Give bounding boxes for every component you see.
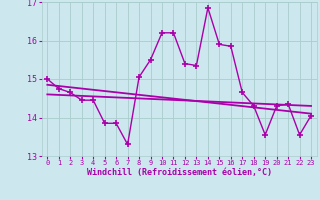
X-axis label: Windchill (Refroidissement éolien,°C): Windchill (Refroidissement éolien,°C) bbox=[87, 168, 272, 177]
